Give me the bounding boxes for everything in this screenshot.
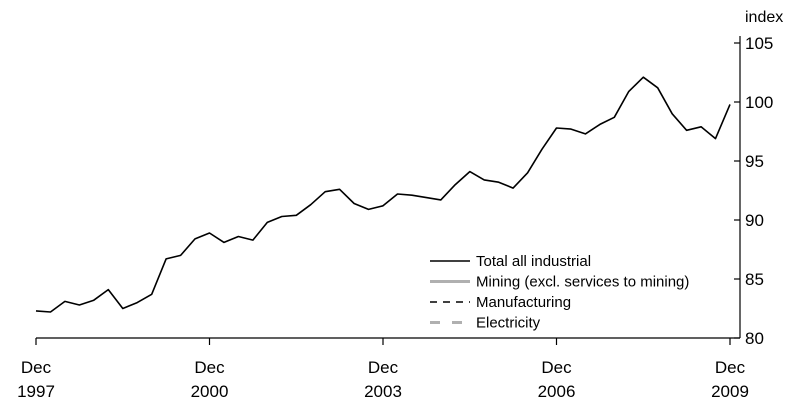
x-tick-label-month: Dec: [194, 358, 225, 377]
y-tick-label: 90: [745, 211, 764, 230]
x-tick-label-month: Dec: [541, 358, 572, 377]
legend-label-3: Electricity: [476, 315, 541, 332]
y-tick-label: 80: [745, 329, 764, 348]
x-tick-label-year: 2009: [711, 382, 749, 401]
series-layer: [35, 76, 731, 313]
legend-label-2: Manufacturing: [476, 294, 571, 311]
legend-label-0: Total all industrial: [476, 253, 591, 270]
y-tick-label: 95: [745, 152, 764, 171]
y-axis-unit-label: index: [745, 9, 783, 26]
series-line-0: [35, 76, 731, 313]
x-tick-label-year: 2006: [538, 382, 576, 401]
x-tick-label-year: 2000: [191, 382, 229, 401]
legend: Total all industrial Mining (excl. servic…: [430, 253, 689, 332]
x-tick-label-month: Dec: [368, 358, 399, 377]
x-axis: Dec 1997 Dec 2000 Dec 2003 Dec 2006 Dec 2009: [17, 337, 749, 401]
y-axis: index 80 85 90 95 100 105: [734, 9, 783, 348]
legend-label-1: Mining (excl. services to mining): [476, 274, 689, 291]
x-tick-label-month: Dec: [21, 358, 52, 377]
x-tick-label-month: Dec: [715, 358, 746, 377]
y-tick-label: 105: [745, 34, 773, 53]
x-tick-label-year: 1997: [17, 382, 55, 401]
y-tick-label: 100: [745, 93, 773, 112]
y-tick-label: 85: [745, 270, 764, 289]
x-tick-label-year: 2003: [364, 382, 402, 401]
